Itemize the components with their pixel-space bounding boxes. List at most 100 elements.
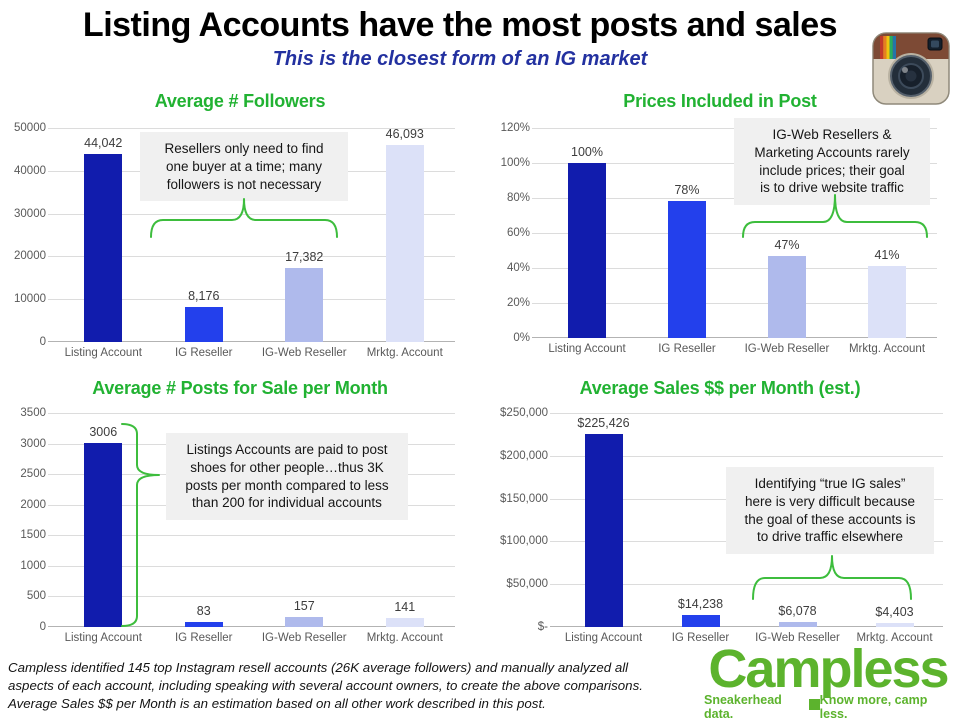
- y-tick-label: 120%: [500, 122, 530, 134]
- gridline: [48, 256, 455, 257]
- category-label: Mrktg. Account: [366, 632, 443, 644]
- x-axis-line: [532, 337, 937, 338]
- gridline: [48, 413, 455, 414]
- y-tick-label: 500: [26, 590, 46, 602]
- x-axis-line: [48, 341, 455, 342]
- bar-value-label: 41%: [874, 248, 900, 262]
- brace-icon: [121, 423, 160, 627]
- y-tick-label: $50,000: [506, 578, 548, 590]
- annotation: Listings Accounts are paid to post shoes…: [166, 433, 408, 521]
- y-tick-label: 0%: [513, 332, 530, 344]
- bar: [768, 256, 806, 338]
- bar-value-label: $4,403: [875, 605, 914, 619]
- bar: [184, 622, 223, 627]
- chart-average-followers: Average # Followers 0 10000 20000 30000 4000…: [0, 88, 480, 380]
- bar-value-label: $225,426: [577, 416, 630, 430]
- chart-title: Average # Posts for Sale per Month: [92, 378, 388, 398]
- rainbow-stripe: [880, 36, 896, 59]
- y-tick-label: 20000: [14, 250, 46, 262]
- bar-value-label: 3006: [89, 425, 118, 439]
- subtitle: This is the closest form of an IG market: [272, 48, 648, 70]
- y-tick-label: 40000: [14, 165, 46, 177]
- logo-tagline-left: Sneakerhead data.: [704, 693, 782, 720]
- y-tick-label: 3000: [20, 438, 46, 450]
- y-tick-label: $150,000: [500, 493, 548, 505]
- chart-title: Prices Included in Post: [623, 91, 817, 111]
- y-tick-label: 0: [39, 336, 46, 348]
- gridline: [550, 584, 943, 585]
- chart-average-posts: Average # Posts for Sale per Month 0 500 1…: [0, 375, 480, 667]
- y-tick-label: 30000: [14, 208, 46, 220]
- chart-prices-included: Prices Included in Post 0% 20% 40% 60% 80% 10…: [480, 88, 960, 380]
- y-tick-label: 100%: [500, 157, 530, 169]
- x-axis-line: [550, 626, 943, 627]
- x-axis-line: [48, 626, 455, 627]
- category-label: IG-Web Reseller: [744, 343, 830, 355]
- bar: [668, 201, 706, 338]
- y-tick-label: 1000: [20, 560, 46, 572]
- y-tick-label: $250,000: [500, 407, 548, 419]
- y-tick-label: 1500: [20, 529, 46, 541]
- gridline: [48, 596, 455, 597]
- y-tick-label: $200,000: [500, 450, 548, 462]
- gridline: [48, 299, 455, 300]
- category-label: IG Reseller: [658, 343, 716, 355]
- y-tick-label: $-: [537, 621, 548, 633]
- logo-taglines: Sneakerhead data. Know more, camp less.: [698, 693, 958, 720]
- campless-logo: Campless Sneakerhead data. Know more, ca…: [698, 639, 958, 720]
- bar: [568, 163, 606, 338]
- category-label: IG Reseller: [671, 632, 730, 644]
- category-label: IG Reseller: [174, 347, 233, 359]
- y-tick-label: 50000: [14, 122, 46, 134]
- bar-value-label: 141: [394, 600, 416, 614]
- bar: [84, 443, 123, 627]
- chart-average-sales: Average Sales $$ per Month (est.) $- $50,…: [480, 375, 960, 667]
- bar-value-label: 17,382: [285, 250, 324, 264]
- bar: [285, 268, 324, 342]
- category-label: Mrktg. Account: [856, 632, 933, 644]
- category-label: IG-Web Reseller: [261, 347, 347, 359]
- chart-title: Average # Followers: [154, 91, 326, 111]
- brace-icon: [150, 198, 338, 238]
- bar-value-label: 100%: [571, 145, 603, 159]
- footnote: Campless identified 145 top Instagram re…: [8, 660, 643, 712]
- category-label: IG-Web Reseller: [261, 632, 347, 644]
- bar: [285, 617, 324, 627]
- logo-wordmark: Campless: [708, 639, 949, 699]
- bar: [778, 622, 817, 627]
- category-label: Listing Account: [564, 632, 643, 644]
- y-tick-label: 20%: [506, 297, 530, 309]
- bar: [385, 618, 424, 627]
- logo-square: [809, 698, 820, 710]
- bar-value-label: 157: [293, 599, 315, 613]
- y-tick-label: 3500: [20, 407, 46, 419]
- annotation: IG-Web Resellers & Marketing Accounts ra…: [734, 118, 930, 206]
- bar-value-label: $14,238: [677, 597, 724, 611]
- instagram-icon: [872, 32, 950, 105]
- gridline: [48, 566, 455, 567]
- category-label: Listing Account: [64, 632, 142, 644]
- bar-value-label: 46,093: [385, 127, 424, 141]
- y-tick-label: 80%: [506, 192, 530, 204]
- chart-title: Average Sales $$ per Month (est.): [579, 378, 861, 398]
- gridline: [550, 413, 943, 414]
- category-label: Mrktg. Account: [848, 343, 926, 355]
- category-label: Mrktg. Account: [366, 347, 443, 359]
- y-tick-label: 10000: [14, 293, 46, 305]
- bar: [875, 623, 914, 627]
- y-tick-label: 2000: [20, 499, 46, 511]
- bar-value-label: 44,042: [84, 136, 123, 150]
- y-tick-label: $100,000: [500, 535, 548, 547]
- plot-area: $- $50,000 $100,000 $150,000 $200,000 $250,00…: [500, 407, 943, 644]
- category-label: Listing Account: [64, 347, 142, 359]
- bar-value-label: 8,176: [188, 289, 220, 303]
- bar: [84, 154, 123, 342]
- gridline: [48, 128, 455, 129]
- annotation: Resellers only need to find one buyer at…: [140, 132, 348, 202]
- bar: [184, 307, 223, 342]
- gridline: [48, 535, 455, 536]
- bar: [868, 266, 906, 338]
- annotation: Identifying “true IG sales” here is very…: [726, 467, 934, 555]
- bar: [385, 145, 424, 342]
